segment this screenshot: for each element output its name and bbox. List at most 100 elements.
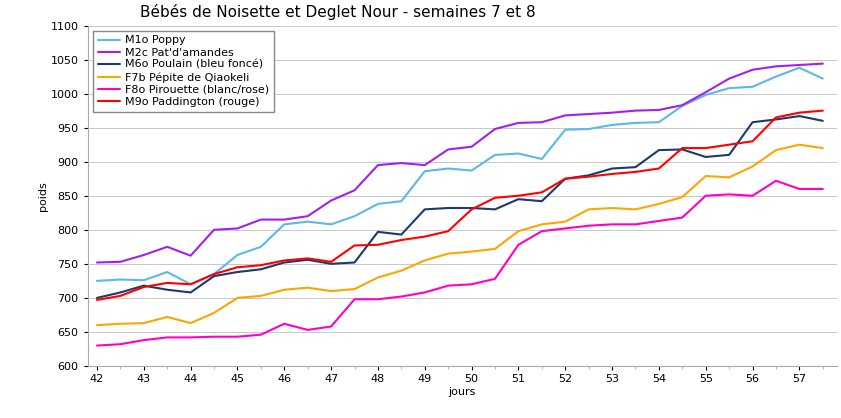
M6o Poulain (bleu foncé) xyxy=(232,270,242,275)
F7b Pépite de Qiaokeli xyxy=(303,285,313,290)
F7b Pépite de Qiaokeli xyxy=(560,219,570,224)
Line: M2c Pat'd'amandes: M2c Pat'd'amandes xyxy=(97,64,822,263)
F8o Pirouette (blanc/rose) xyxy=(584,223,594,228)
M2c Pat'd'amandes xyxy=(303,214,313,219)
M6o Poulain (bleu foncé) xyxy=(677,147,687,152)
F7b Pépite de Qiaokeli xyxy=(513,229,523,234)
M2c Pat'd'amandes xyxy=(537,120,547,125)
M9o Paddington (rouge) xyxy=(420,234,430,239)
M2c Pat'd'amandes xyxy=(232,226,242,231)
M1o Poppy xyxy=(467,168,477,173)
F8o Pirouette (blanc/rose) xyxy=(396,294,406,299)
F7b Pépite de Qiaokeli xyxy=(631,207,641,212)
M1o Poppy xyxy=(631,120,641,125)
M2c Pat'd'amandes xyxy=(677,103,687,108)
M2c Pat'd'amandes xyxy=(631,108,641,113)
M6o Poulain (bleu foncé) xyxy=(467,206,477,211)
M9o Paddington (rouge) xyxy=(537,190,547,195)
M9o Paddington (rouge) xyxy=(396,237,406,242)
F7b Pépite de Qiaokeli xyxy=(162,314,172,319)
M1o Poppy xyxy=(209,272,220,277)
M9o Paddington (rouge) xyxy=(795,110,805,115)
M9o Paddington (rouge) xyxy=(92,298,102,303)
M6o Poulain (bleu foncé) xyxy=(420,207,430,212)
M1o Poppy xyxy=(584,127,594,132)
M9o Paddington (rouge) xyxy=(724,142,734,147)
F7b Pépite de Qiaokeli xyxy=(795,142,805,147)
M2c Pat'd'amandes xyxy=(748,67,758,72)
F7b Pépite de Qiaokeli xyxy=(232,296,242,301)
Line: M9o Paddington (rouge): M9o Paddington (rouge) xyxy=(97,111,822,300)
M2c Pat'd'amandes xyxy=(279,217,289,222)
F8o Pirouette (blanc/rose) xyxy=(326,324,336,329)
M2c Pat'd'amandes xyxy=(209,227,220,232)
F8o Pirouette (blanc/rose) xyxy=(607,222,617,227)
M2c Pat'd'amandes xyxy=(256,217,266,222)
M1o Poppy xyxy=(817,76,828,81)
M2c Pat'd'amandes xyxy=(92,260,102,265)
Line: M6o Poulain (bleu foncé): M6o Poulain (bleu foncé) xyxy=(97,116,822,298)
M1o Poppy xyxy=(139,278,149,283)
F7b Pépite de Qiaokeli xyxy=(186,321,196,326)
F8o Pirouette (blanc/rose) xyxy=(443,283,453,288)
M2c Pat'd'amandes xyxy=(701,90,711,95)
M9o Paddington (rouge) xyxy=(115,293,125,298)
F8o Pirouette (blanc/rose) xyxy=(420,290,430,295)
F8o Pirouette (blanc/rose) xyxy=(771,178,781,183)
M2c Pat'd'amandes xyxy=(724,76,734,81)
M2c Pat'd'amandes xyxy=(560,113,570,118)
M2c Pat'd'amandes xyxy=(490,127,500,132)
Line: F8o Pirouette (blanc/rose): F8o Pirouette (blanc/rose) xyxy=(97,181,822,346)
M6o Poulain (bleu foncé) xyxy=(186,290,196,295)
M1o Poppy xyxy=(701,92,711,97)
M9o Paddington (rouge) xyxy=(584,174,594,179)
F8o Pirouette (blanc/rose) xyxy=(724,192,734,197)
M6o Poulain (bleu foncé) xyxy=(724,153,734,158)
M2c Pat'd'amandes xyxy=(584,112,594,117)
M2c Pat'd'amandes xyxy=(795,62,805,67)
M9o Paddington (rouge) xyxy=(513,193,523,198)
M1o Poppy xyxy=(326,222,336,227)
M1o Poppy xyxy=(443,166,453,171)
M2c Pat'd'amandes xyxy=(443,147,453,152)
F7b Pépite de Qiaokeli xyxy=(817,145,828,150)
F8o Pirouette (blanc/rose) xyxy=(631,222,641,227)
Y-axis label: poids: poids xyxy=(38,181,48,211)
F8o Pirouette (blanc/rose) xyxy=(139,338,149,343)
F7b Pépite de Qiaokeli xyxy=(420,258,430,263)
F8o Pirouette (blanc/rose) xyxy=(373,297,383,302)
M9o Paddington (rouge) xyxy=(817,108,828,113)
M1o Poppy xyxy=(350,214,360,219)
M9o Paddington (rouge) xyxy=(490,195,500,200)
F7b Pépite de Qiaokeli xyxy=(373,275,383,280)
M6o Poulain (bleu foncé) xyxy=(350,260,360,265)
M6o Poulain (bleu foncé) xyxy=(326,261,336,266)
F8o Pirouette (blanc/rose) xyxy=(350,297,360,302)
M1o Poppy xyxy=(373,201,383,206)
M6o Poulain (bleu foncé) xyxy=(396,232,406,237)
F7b Pépite de Qiaokeli xyxy=(279,287,289,292)
F8o Pirouette (blanc/rose) xyxy=(303,327,313,332)
F7b Pépite de Qiaokeli xyxy=(115,321,125,326)
M9o Paddington (rouge) xyxy=(279,258,289,263)
M2c Pat'd'amandes xyxy=(373,163,383,168)
F7b Pépite de Qiaokeli xyxy=(256,293,266,298)
M6o Poulain (bleu foncé) xyxy=(748,120,758,125)
F7b Pépite de Qiaokeli xyxy=(209,311,220,316)
M6o Poulain (bleu foncé) xyxy=(537,199,547,204)
M2c Pat'd'amandes xyxy=(186,253,196,258)
M6o Poulain (bleu foncé) xyxy=(701,154,711,159)
M9o Paddington (rouge) xyxy=(186,282,196,287)
M9o Paddington (rouge) xyxy=(677,145,687,150)
M9o Paddington (rouge) xyxy=(467,207,477,212)
F8o Pirouette (blanc/rose) xyxy=(115,342,125,347)
F8o Pirouette (blanc/rose) xyxy=(209,334,220,339)
M1o Poppy xyxy=(162,270,172,275)
F8o Pirouette (blanc/rose) xyxy=(162,335,172,340)
Text: Bébés de Noisette et Deglet Nour - semaines 7 et 8: Bébés de Noisette et Deglet Nour - semai… xyxy=(140,4,536,20)
M1o Poppy xyxy=(279,222,289,227)
M1o Poppy xyxy=(607,122,617,127)
M6o Poulain (bleu foncé) xyxy=(279,260,289,265)
M6o Poulain (bleu foncé) xyxy=(373,229,383,234)
M1o Poppy xyxy=(420,169,430,174)
